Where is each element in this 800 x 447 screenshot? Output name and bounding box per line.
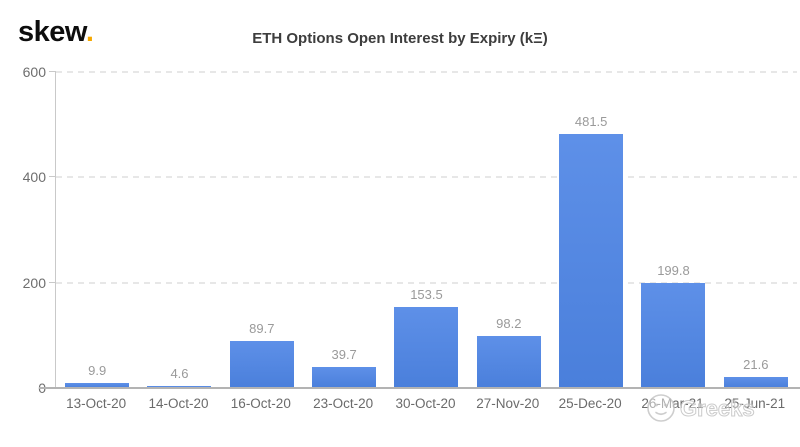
- bar-slot: 481.5: [550, 72, 632, 388]
- y-axis-label-200: 200: [22, 274, 46, 291]
- x-axis-label: 30-Oct-20: [395, 396, 456, 411]
- gridline-400: [56, 176, 797, 179]
- x-axis-label: 26-Mar-21: [641, 396, 704, 411]
- bar-14-Oct-20[interactable]: [147, 385, 212, 388]
- bar-value-label: 9.9: [88, 362, 107, 378]
- bar-23-Oct-20[interactable]: [312, 367, 377, 388]
- y-tick-600: [49, 71, 56, 72]
- y-axis-label-400: 400: [22, 169, 46, 186]
- y-tick-200: [49, 281, 56, 283]
- bar-value-label: 89.7: [249, 320, 275, 336]
- y-tick-400: [49, 176, 56, 178]
- y-axis-label-600: 600: [22, 64, 46, 80]
- bar-slot: 89.7: [221, 72, 303, 388]
- bar-26-Mar-21[interactable]: [641, 282, 706, 388]
- x-axis-label: 25-Jun-21: [724, 396, 786, 411]
- x-axis-labels: 13-Oct-20 14-Oct-20 16-Oct-20 23-Oct-20 30-O…: [55, 396, 796, 411]
- x-axis-label: 13-Oct-20: [66, 396, 127, 411]
- bar-value-label: 153.5: [410, 287, 443, 303]
- x-axis-label: 14-Oct-20: [148, 396, 209, 411]
- bar-slot: 153.5: [385, 72, 467, 388]
- x-axis-label: 27-Nov-20: [476, 396, 540, 411]
- skew-logo-dot: .: [85, 16, 94, 48]
- bar-slot: 98.2: [468, 72, 550, 388]
- bar-16-Oct-20[interactable]: [229, 340, 294, 388]
- bar-slot: 4.6: [138, 72, 220, 388]
- x-axis-label: 25-Dec-20: [558, 396, 622, 411]
- bar-value-label: 199.8: [657, 262, 690, 278]
- x-axis-label: 23-Oct-20: [313, 396, 374, 411]
- bars-container: 9.9 4.6 89.7 39.7 153.5 98.2 481.5 199.8 21.6: [56, 72, 797, 388]
- bar-value-label: 39.7: [331, 347, 357, 363]
- bar-13-Oct-20[interactable]: [65, 382, 130, 388]
- gridline-600: [56, 71, 797, 73]
- bar-27-Nov-20[interactable]: [476, 336, 541, 388]
- bar-value-label: 481.5: [574, 114, 608, 130]
- bar-value-label: 98.2: [496, 316, 522, 332]
- bar-25-Dec-20[interactable]: [559, 134, 624, 388]
- chart-title: ETH Options Open Interest by Expiry (kΞ): [252, 30, 548, 47]
- bar-30-Oct-20[interactable]: [394, 307, 459, 388]
- skew-logo[interactable]: skew.: [18, 16, 94, 49]
- bar-slot: 39.7: [303, 72, 385, 388]
- skew-logo-text: skew: [18, 16, 86, 48]
- bar-25-Jun-21[interactable]: [723, 376, 788, 388]
- bar-value-label: 4.6: [170, 365, 189, 381]
- bar-value-label: 21.6: [743, 356, 769, 372]
- x-axis-baseline: [39, 387, 800, 389]
- x-axis-label: 16-Oct-20: [230, 396, 291, 411]
- gridline-200: [56, 281, 797, 284]
- bar-slot: 199.8: [632, 72, 714, 388]
- bar-slot: 21.6: [715, 72, 797, 388]
- bar-slot: 9.9: [56, 72, 138, 388]
